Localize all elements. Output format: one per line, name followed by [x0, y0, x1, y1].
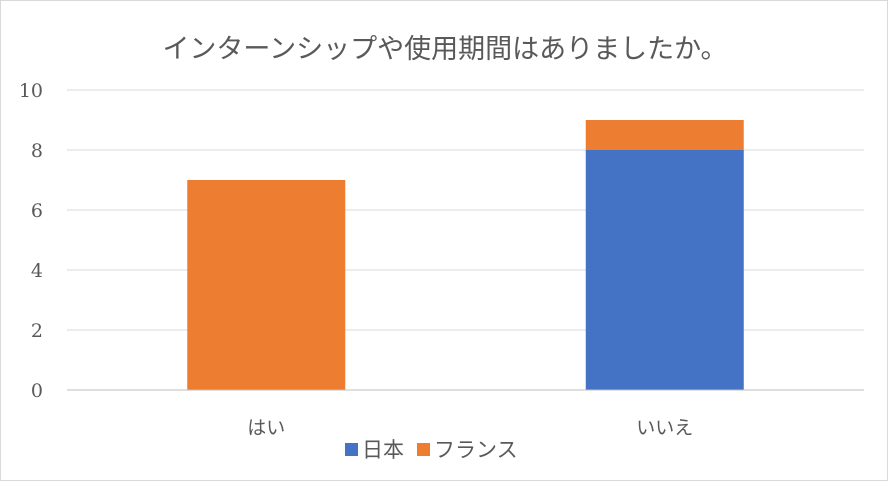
- legend-swatch: [345, 443, 358, 456]
- bar-フランス: [585, 120, 744, 150]
- bar-日本: [585, 150, 744, 390]
- y-tick-label: 8: [31, 140, 43, 162]
- y-tick-label: 0: [31, 380, 43, 402]
- y-tick-label: 10: [19, 80, 43, 102]
- gridlines: [67, 89, 864, 391]
- legend-label: 日本: [362, 438, 404, 462]
- x-category-label: はい: [247, 417, 285, 439]
- legend-swatch: [417, 443, 430, 456]
- y-tick-label: 6: [31, 200, 43, 222]
- x-axis-categories: はい いいえ: [247, 417, 693, 439]
- bar-フランス: [187, 180, 346, 390]
- y-axis-ticks: 0 2 4 6 8 10: [19, 80, 43, 402]
- legend: 日本 フランス: [345, 438, 518, 462]
- bars: [67, 120, 864, 391]
- y-tick-label: 4: [31, 260, 43, 282]
- legend-label: フランス: [434, 438, 518, 462]
- y-tick-label: 2: [31, 320, 43, 342]
- x-category-label: いいえ: [636, 417, 693, 439]
- chart-title: インターンシップや使用期間はありましたか。: [162, 34, 727, 65]
